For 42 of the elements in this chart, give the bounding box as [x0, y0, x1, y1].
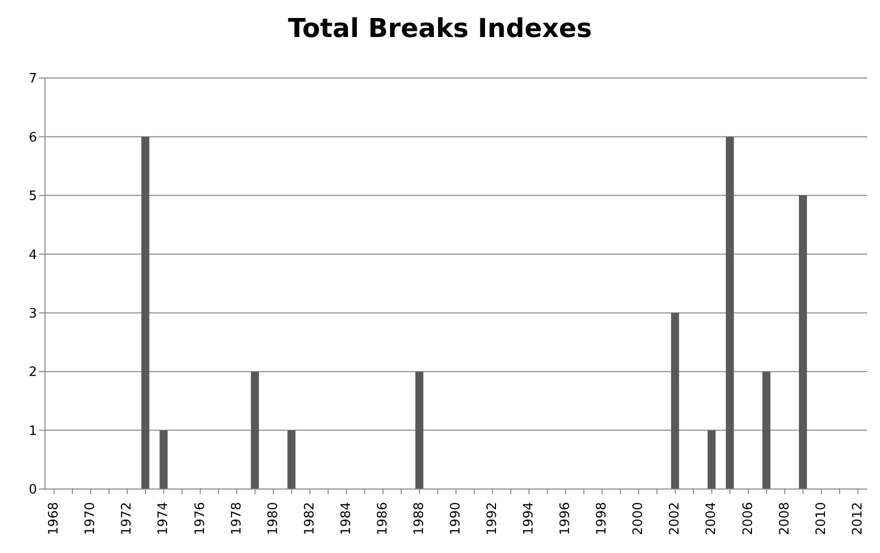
- x-tick-label: 1978: [229, 502, 244, 536]
- x-tick-label: 1982: [302, 502, 318, 536]
- x-tick-label: 2002: [668, 502, 683, 536]
- x-tick-label: 1986: [375, 502, 390, 536]
- y-tick-label: 3: [28, 306, 37, 322]
- bar: [671, 312, 680, 489]
- x-tick-label: 2010: [814, 502, 829, 536]
- x-tick-label: 1974: [156, 502, 172, 536]
- x-tick-label: 2000: [631, 502, 646, 536]
- bar: [798, 195, 807, 489]
- x-tick-label: 1976: [192, 502, 208, 536]
- bar: [726, 136, 734, 489]
- x-tick-label: 1984: [338, 502, 354, 536]
- bar: [287, 430, 296, 489]
- y-tick-label: 6: [28, 130, 37, 146]
- x-tick-label: 1988: [412, 502, 427, 536]
- bar: [160, 430, 168, 489]
- x-tick-label: 2012: [850, 502, 866, 536]
- x-tick-label: 2006: [740, 502, 756, 536]
- y-tick-label: 4: [28, 248, 37, 263]
- bar: [708, 430, 716, 489]
- y-tick-label: 0: [28, 482, 37, 498]
- bar: [415, 372, 424, 489]
- x-tick-label: 1996: [558, 502, 574, 536]
- bar: [141, 136, 150, 489]
- chart-title: Total Breaks Indexes: [286, 14, 594, 44]
- x-tick-label: 1998: [594, 502, 610, 536]
- x-tick-label: 1994: [522, 502, 537, 536]
- bar: [250, 372, 259, 489]
- bar: [762, 372, 770, 489]
- x-tick-label: 1992: [485, 502, 500, 536]
- y-tick-label: 1: [28, 424, 37, 439]
- y-tick-label: 5: [28, 189, 37, 204]
- x-tick-label: 2004: [704, 502, 720, 536]
- x-tick-label: 1972: [120, 502, 135, 536]
- x-tick-label: 1970: [83, 502, 98, 536]
- x-tick-label: 1990: [448, 502, 464, 536]
- y-tick-label: 2: [28, 365, 37, 380]
- y-tick-label: 7: [28, 72, 37, 87]
- x-tick-label: 1968: [46, 502, 62, 536]
- x-tick-label: 2008: [777, 502, 792, 536]
- x-tick-label: 1980: [266, 502, 281, 536]
